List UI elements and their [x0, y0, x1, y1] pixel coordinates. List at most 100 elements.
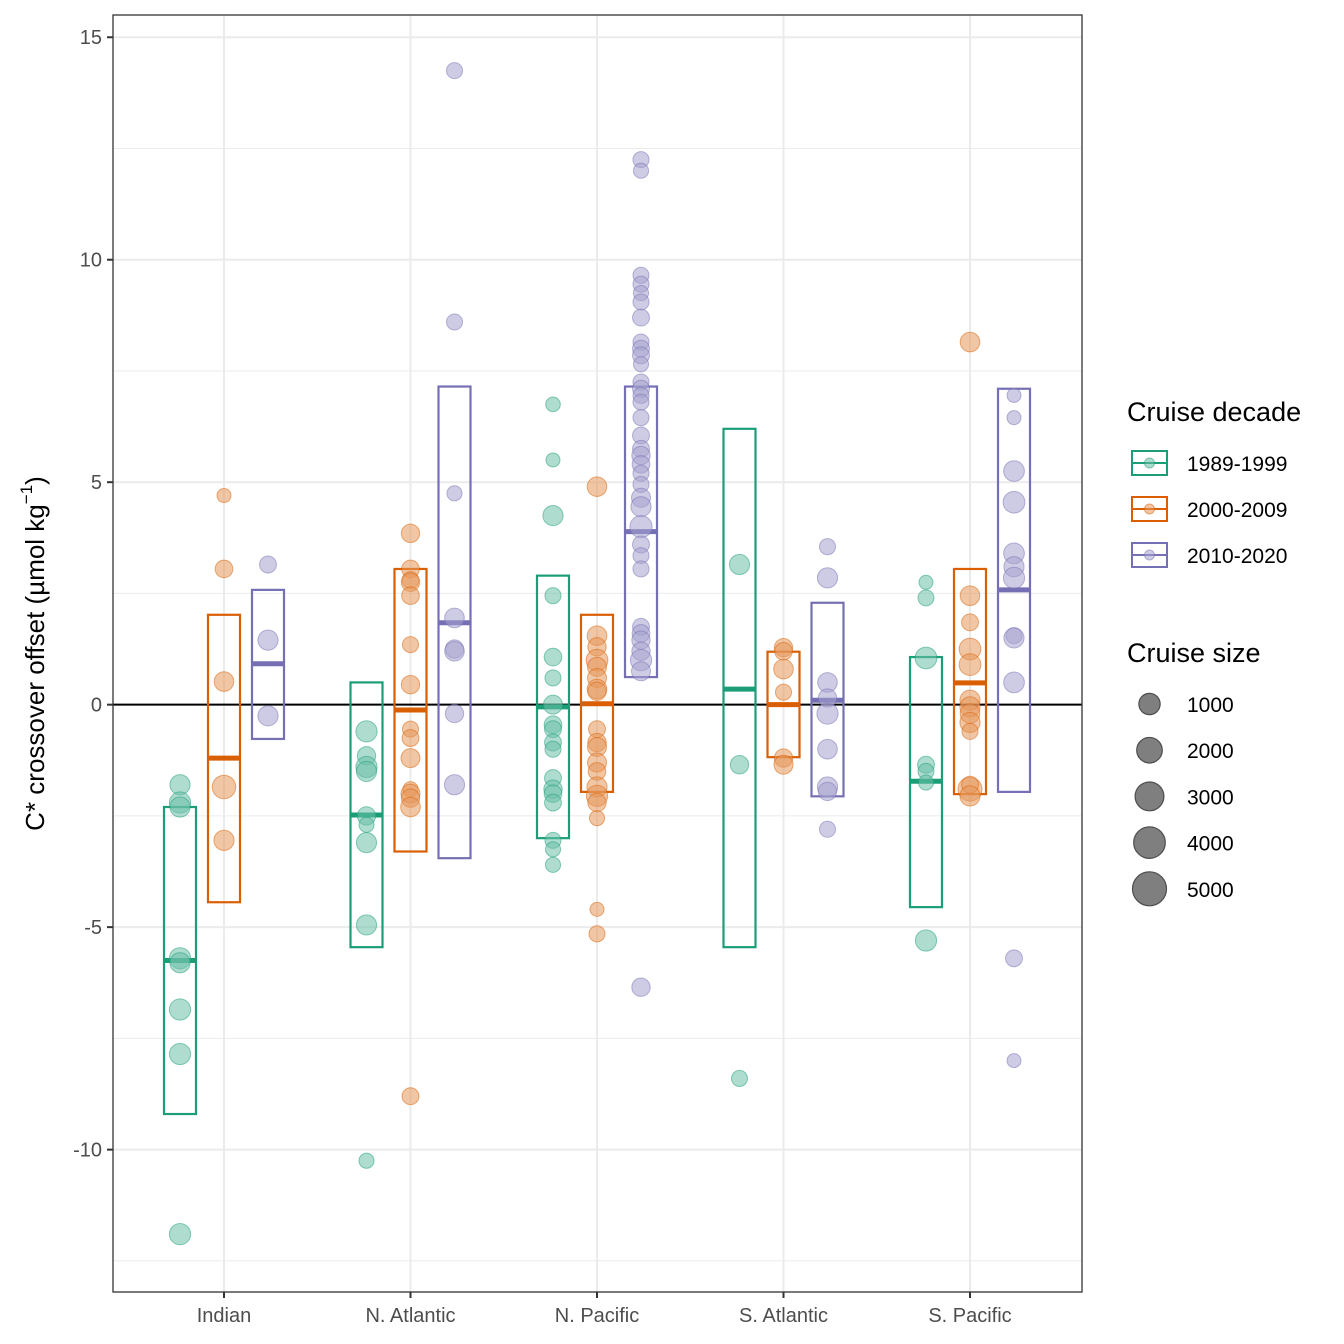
data-point	[917, 774, 935, 791]
data-point	[918, 574, 934, 590]
data-marks	[162, 62, 1032, 1246]
data-point	[959, 785, 981, 807]
data-point	[544, 793, 562, 812]
data-point	[169, 796, 191, 818]
data-point	[632, 409, 650, 427]
data-point	[1005, 949, 1023, 968]
legend-decade-key-point	[1144, 457, 1155, 469]
data-point	[401, 1087, 420, 1106]
data-point	[729, 755, 750, 775]
data-point	[632, 293, 650, 311]
legend-decade-label: 1989-1999	[1187, 453, 1287, 476]
data-point	[444, 640, 465, 662]
data-point	[961, 613, 979, 632]
y-axis-title-close: )	[20, 476, 50, 485]
legend-decade-title: Cruise decade	[1127, 397, 1301, 427]
data-point	[958, 653, 982, 676]
data-point	[259, 555, 277, 574]
data-point	[632, 356, 650, 373]
data-point	[730, 1069, 749, 1087]
legend-size-title: Cruise size	[1127, 638, 1261, 668]
data-point	[774, 683, 793, 701]
series-1989-1999	[162, 396, 944, 1246]
x-tick-label: N. Atlantic	[365, 1305, 455, 1327]
data-point	[401, 729, 420, 747]
legend-size-key-circle	[1136, 736, 1163, 764]
data-point	[213, 829, 235, 851]
legend-size-label: 5000	[1187, 879, 1234, 902]
data-point	[773, 658, 794, 680]
data-point	[443, 774, 466, 796]
data-point	[1002, 566, 1026, 589]
data-point	[213, 671, 235, 692]
data-point	[632, 393, 650, 411]
data-point	[216, 488, 232, 504]
legend-cruise-decade: Cruise decade 1989-1999 2000-2009 2010-202…	[1127, 397, 1301, 568]
data-point	[1006, 1053, 1022, 1069]
data-point	[401, 586, 420, 605]
data-point	[400, 674, 421, 695]
data-point	[444, 703, 465, 724]
data-point	[588, 810, 606, 827]
data-point	[1002, 490, 1026, 514]
data-point	[631, 661, 651, 682]
data-point	[1006, 410, 1022, 426]
data-point	[818, 538, 837, 556]
data-point	[1003, 627, 1025, 649]
data-point	[959, 331, 981, 353]
data-point	[214, 559, 234, 579]
data-point	[631, 977, 651, 997]
legend-size-key-circle	[1134, 781, 1165, 812]
legend-size-item: 2000	[1136, 736, 1234, 764]
data-point	[632, 162, 650, 179]
x-axis: Indian N. Atlantic N. Pacific S. Atlantic S.…	[197, 1292, 1012, 1327]
legend-size-key-circle	[1131, 871, 1168, 907]
data-point	[1003, 671, 1025, 694]
data-point	[355, 832, 378, 854]
data-point	[446, 485, 463, 502]
data-point	[816, 702, 839, 725]
data-point	[587, 681, 607, 701]
data-point	[817, 781, 838, 802]
y-tick-label: 10	[80, 250, 102, 272]
data-point	[959, 585, 981, 606]
data-point	[914, 929, 938, 952]
legend-cruise-size: Cruise size 1000 2000 3000 4000 5000	[1127, 638, 1261, 907]
data-point	[211, 774, 237, 800]
data-point	[544, 856, 562, 873]
legend-size-item: 3000	[1134, 781, 1234, 812]
legend-decade-label: 2010-2020	[1187, 545, 1287, 568]
data-point	[168, 1042, 192, 1066]
data-point	[817, 738, 838, 760]
data-point	[400, 796, 421, 818]
data-point	[445, 62, 464, 80]
data-point	[400, 748, 421, 769]
legend-decade-item: 1989-1999	[1131, 450, 1287, 476]
data-point	[544, 587, 562, 605]
y-axis-title-superscript: −1	[17, 485, 36, 504]
data-point	[355, 760, 378, 783]
data-point	[168, 998, 192, 1021]
data-point	[773, 754, 794, 775]
y-tick-label: 15	[80, 27, 102, 49]
data-point	[816, 567, 839, 589]
data-point	[774, 641, 793, 661]
y-tick-label: 5	[91, 472, 102, 494]
data-point	[917, 589, 935, 607]
legend-size-item: 5000	[1131, 871, 1234, 907]
data-point	[629, 515, 653, 539]
data-point	[1003, 460, 1025, 482]
data-point	[358, 1152, 375, 1169]
series-2010-2020	[250, 62, 1032, 1069]
x-tick-label: Indian	[197, 1305, 252, 1327]
data-point	[545, 396, 561, 413]
legend-size-label: 2000	[1187, 740, 1234, 763]
data-point	[355, 720, 378, 743]
legend-size-label: 4000	[1187, 833, 1234, 856]
data-point	[444, 607, 465, 629]
legend-decade-item: 2010-2020	[1131, 542, 1287, 568]
data-point	[587, 792, 607, 813]
y-axis: -10 -5 0 5 10 15	[73, 27, 113, 1162]
